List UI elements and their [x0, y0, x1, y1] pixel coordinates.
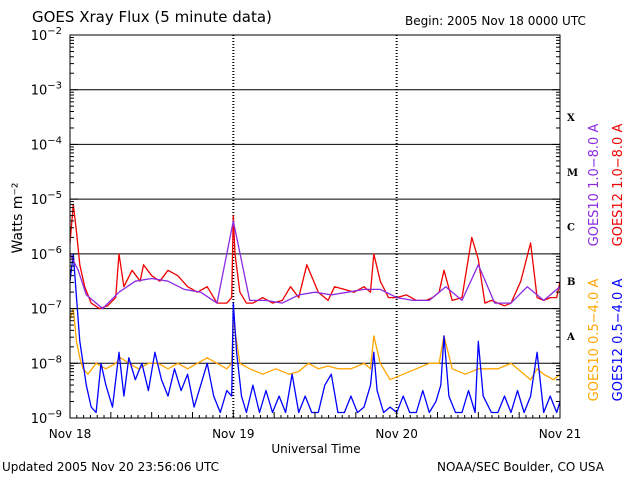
legend-entry: GOES10 0.5−4.0 A: [587, 279, 602, 402]
y-axis-label: Watts m⁻²: [10, 183, 26, 254]
x-tick-label: Nov 18: [49, 427, 92, 441]
flare-class-label: M: [567, 168, 578, 179]
x-tick-label: Nov 19: [212, 427, 255, 441]
series-line: [69, 220, 561, 310]
y-tick-label: 10−5: [31, 190, 62, 208]
y-tick-label: 10−4: [31, 135, 62, 153]
x-tick-label: Nov 20: [375, 427, 418, 441]
flare-class-label: X: [567, 113, 575, 124]
updated-timestamp: Updated 2005 Nov 20 23:56:06 UTC: [2, 460, 220, 474]
begin-time-label: Begin: 2005 Nov 18 0000 UTC: [405, 14, 586, 28]
series-line: [69, 307, 561, 381]
legend-entry: GOES12 1.0−8.0 A: [611, 124, 626, 247]
source-credit: NOAA/SEC Boulder, CO USA: [437, 460, 604, 474]
flare-class-label: A: [566, 332, 575, 343]
flare-class-label: B: [567, 277, 575, 288]
x-axis-label: Universal Time: [271, 442, 360, 455]
y-tick-label: 10−7: [31, 300, 62, 318]
y-tick-label: 10−8: [31, 354, 62, 372]
plot-frame: [69, 34, 561, 419]
y-tick-label: 10−6: [31, 245, 62, 263]
legend-entry: GOES12 0.5−4.0 A: [611, 279, 626, 402]
flare-class-label: C: [567, 223, 575, 234]
chart-title: GOES Xray Flux (5 minute data): [32, 8, 272, 26]
legend-entry: GOES10 1.0−8.0 A: [587, 124, 602, 247]
series-line: [69, 253, 561, 414]
x-tick-label: Nov 21: [539, 427, 582, 441]
svg-text:Watts m⁻²: Watts m⁻²: [10, 183, 26, 254]
series-line: [69, 203, 561, 310]
xray-flux-chart: 10−2 10−3 10−4 10−5 10−6 10−7 10−8 10−9 Nov 18 N…: [10, 26, 626, 455]
y-tick-label: 10−2: [31, 26, 62, 44]
y-tick-label: 10−9: [31, 409, 62, 427]
y-tick-label: 10−3: [31, 81, 62, 99]
